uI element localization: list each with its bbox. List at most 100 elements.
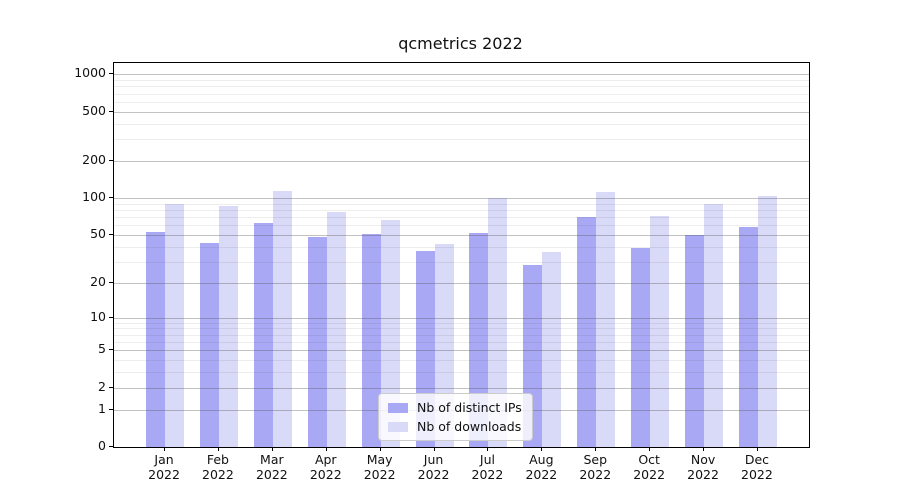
bar-downloads-apr [326, 212, 346, 447]
minor-gridline-800 [114, 86, 809, 88]
bar-downloads-mar [272, 190, 292, 447]
y-tick-label-20: 20 [90, 273, 106, 289]
x-tick-mark-apr [325, 447, 327, 451]
x-tick-mark-nov [703, 447, 705, 451]
minor-gridline-9 [114, 322, 809, 324]
y-tick-label-10: 10 [90, 308, 106, 324]
x-tick-label-dec: Dec 2022 [741, 452, 773, 482]
x-tick-mark-dec [756, 447, 758, 451]
major-gridline-2 [114, 387, 809, 389]
y-tick-mark-200 [109, 159, 113, 161]
x-tick-mark-mar [271, 447, 273, 451]
y-tick-mark-500 [109, 110, 113, 112]
x-tick-label-may: May 2022 [363, 452, 396, 482]
x-tick-mark-jan [164, 447, 166, 451]
y-tick-label-500: 500 [82, 102, 106, 118]
legend-swatch-distinct-ips [388, 402, 408, 413]
minor-gridline-900 [114, 80, 809, 82]
y-tick-mark-100 [109, 197, 113, 199]
major-gridline-5 [114, 350, 809, 352]
y-tick-mark-50 [109, 233, 113, 235]
bar-downloads-oct [650, 215, 670, 447]
bar-downloads-aug [542, 252, 562, 447]
x-tick-label-sep: Sep 2022 [579, 452, 612, 482]
y-tick-mark-20 [109, 281, 113, 283]
bar-distinct-ips-may [361, 233, 381, 447]
y-tick-mark-1 [109, 408, 113, 410]
minor-gridline-4 [114, 360, 809, 362]
minor-gridline-7 [114, 334, 809, 336]
minor-gridline-80 [114, 209, 809, 211]
minor-gridline-90 [114, 203, 809, 205]
bar-downloads-may [380, 220, 400, 447]
bar-distinct-ips-apr [307, 237, 327, 447]
minor-gridline-40 [114, 246, 809, 248]
x-tick-label-aug: Aug 2022 [525, 452, 558, 482]
minor-gridline-700 [114, 93, 809, 95]
y-tick-label-100: 100 [82, 189, 106, 205]
minor-gridline-8 [114, 328, 809, 330]
bar-downloads-jan [165, 204, 185, 447]
x-tick-mark-may [379, 447, 381, 451]
legend-swatch-downloads [388, 421, 408, 432]
y-tick-mark-10 [109, 316, 113, 318]
x-tick-label-jun: Jun 2022 [417, 452, 450, 482]
x-tick-label-apr: Apr 2022 [309, 452, 342, 482]
minor-gridline-300 [114, 139, 809, 141]
x-tick-label-jan: Jan 2022 [148, 452, 180, 482]
minor-gridline-60 [114, 225, 809, 227]
bar-distinct-ips-dec [738, 227, 758, 447]
x-tick-mark-aug [541, 447, 543, 451]
y-tick-label-2: 2 [98, 378, 106, 394]
legend: Nb of distinct IPs Nb of downloads [378, 393, 533, 441]
bar-downloads-feb [218, 206, 238, 447]
major-gridline-10 [114, 317, 809, 319]
major-gridline-1000 [114, 74, 809, 76]
x-tick-mark-jun [433, 447, 435, 451]
minor-gridline-400 [114, 123, 809, 125]
bar-distinct-ips-nov [685, 234, 705, 447]
x-tick-mark-oct [649, 447, 651, 451]
bar-distinct-ips-mar [253, 222, 273, 447]
x-tick-mark-sep [595, 447, 597, 451]
bar-downloads-jul [488, 197, 508, 447]
bar-downloads-nov [704, 203, 724, 447]
y-tick-mark-5 [109, 349, 113, 351]
bar-distinct-ips-jan [146, 231, 166, 447]
bar-distinct-ips-sep [577, 217, 597, 447]
bar-downloads-dec [757, 196, 777, 447]
major-gridline-50 [114, 234, 809, 236]
legend-label-distinct-ips: Nb of distinct IPs [417, 400, 522, 415]
chart-title: qcmetrics 2022 [398, 34, 523, 53]
y-tick-mark-0 [109, 446, 113, 447]
legend-item-distinct-ips: Nb of distinct IPs [388, 400, 522, 415]
plot-area [113, 62, 810, 448]
legend-item-downloads: Nb of downloads [388, 419, 522, 434]
minor-gridline-600 [114, 101, 809, 103]
y-tick-label-200: 200 [82, 151, 106, 167]
x-tick-mark-jul [487, 447, 489, 451]
y-tick-label-0: 0 [98, 438, 106, 453]
minor-gridline-30 [114, 261, 809, 263]
y-tick-label-5: 5 [98, 341, 106, 357]
legend-label-downloads: Nb of downloads [417, 419, 522, 434]
major-gridline-500 [114, 111, 809, 113]
minor-gridline-6 [114, 342, 809, 344]
y-tick-label-1000: 1000 [74, 65, 106, 81]
x-tick-label-feb: Feb 2022 [202, 452, 234, 482]
bar-distinct-ips-oct [631, 248, 651, 447]
y-tick-mark-2 [109, 386, 113, 388]
x-tick-label-mar: Mar 2022 [255, 452, 288, 482]
x-tick-mark-feb [217, 447, 219, 451]
major-gridline-20 [114, 282, 809, 284]
y-tick-label-50: 50 [90, 225, 106, 241]
minor-gridline-3 [114, 372, 809, 374]
bar-downloads-sep [596, 192, 616, 447]
minor-gridline-70 [114, 217, 809, 219]
major-gridline-100 [114, 198, 809, 200]
bar-distinct-ips-feb [199, 242, 219, 447]
y-tick-mark-1000 [109, 73, 113, 75]
x-tick-label-oct: Oct 2022 [633, 452, 666, 482]
y-tick-label-1: 1 [98, 400, 106, 416]
